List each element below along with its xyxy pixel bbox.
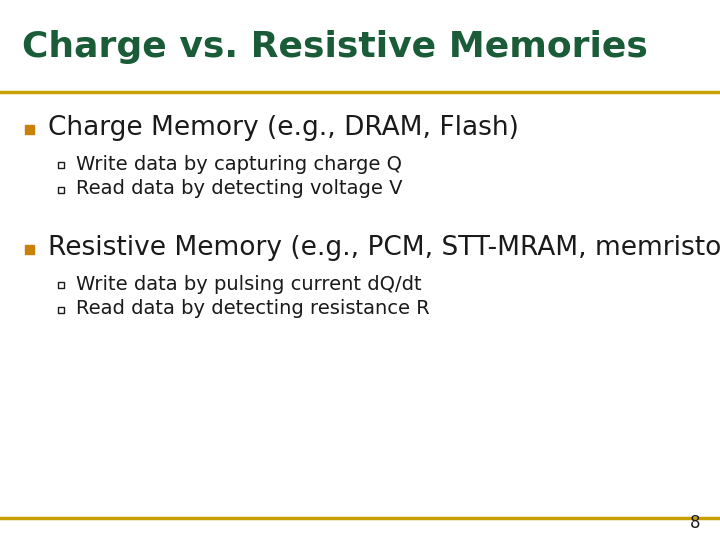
Text: Write data by pulsing current dQ/dt: Write data by pulsing current dQ/dt	[76, 274, 422, 294]
Bar	[58, 187, 64, 193]
Text: Read data by detecting resistance R: Read data by detecting resistance R	[76, 300, 430, 319]
Text: Charge vs. Resistive Memories: Charge vs. Resistive Memories	[22, 30, 648, 64]
Bar	[25, 125, 34, 134]
Bar	[58, 307, 64, 313]
Bar	[25, 245, 34, 254]
Text: Resistive Memory (e.g., PCM, STT-MRAM, memristors): Resistive Memory (e.g., PCM, STT-MRAM, m…	[48, 235, 720, 261]
Text: 8: 8	[690, 514, 700, 532]
Text: Read data by detecting voltage V: Read data by detecting voltage V	[76, 179, 402, 199]
Text: Write data by capturing charge Q: Write data by capturing charge Q	[76, 154, 402, 173]
Text: Charge Memory (e.g., DRAM, Flash): Charge Memory (e.g., DRAM, Flash)	[48, 115, 519, 141]
Bar	[58, 282, 64, 288]
Bar	[58, 162, 64, 168]
